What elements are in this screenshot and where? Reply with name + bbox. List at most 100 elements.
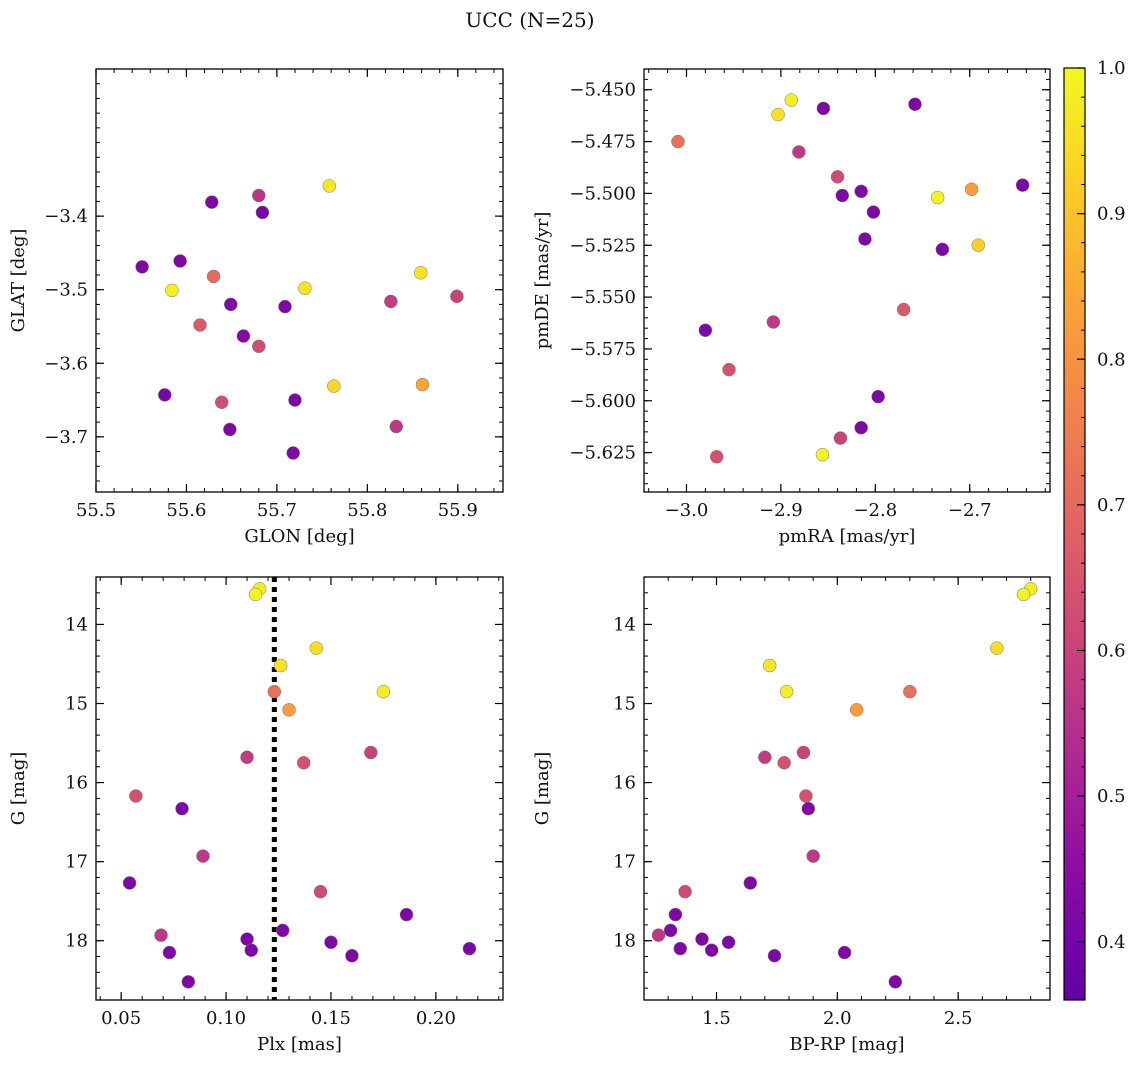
scatter-point <box>721 935 736 950</box>
colorbar-tick-label: 0.6 <box>1097 641 1126 662</box>
y-tick-label: 18 <box>613 931 636 952</box>
scatter-point <box>663 923 678 938</box>
scatter-point <box>964 182 979 197</box>
plot-frame <box>95 68 504 493</box>
scatter-point <box>784 93 799 107</box>
x-axis-label: pmRA [mas/yr] <box>779 526 916 547</box>
scatter-point <box>278 299 292 314</box>
y-tick-label: −5.575 <box>569 339 636 360</box>
panel-pmra-pmde: −3.0 −2.9 −2.8 −2.7 −5.450 −5.475 −5.500 −5.525… <box>532 68 1051 547</box>
scatter-point <box>313 884 328 899</box>
x-tick-label: 0.15 <box>311 1008 351 1029</box>
y-axis-label: G [mag] <box>532 752 553 825</box>
scatter-point <box>767 948 782 963</box>
x-tick-label: 55.9 <box>438 500 478 521</box>
x-tick-label: 55.7 <box>257 500 297 521</box>
scatter-point <box>154 928 168 942</box>
scatter-point <box>223 422 237 437</box>
scatter-point <box>384 294 398 309</box>
scatter-point <box>324 935 338 950</box>
scatter-point <box>858 232 872 246</box>
y-axis-label: GLAT [deg] <box>8 229 29 333</box>
scatter-point <box>236 329 251 343</box>
x-axis-label: BP-RP [mag] <box>789 1034 904 1055</box>
scatter-point <box>173 254 187 268</box>
scatter-point <box>849 703 864 717</box>
y-tick-label: 15 <box>613 694 636 715</box>
scatter-point <box>298 281 312 295</box>
scatter-point <box>935 242 950 257</box>
scatter-point <box>240 750 254 765</box>
scatter-point <box>162 945 177 960</box>
scatter-point <box>671 134 685 149</box>
x-tick-label: 55.6 <box>166 500 206 521</box>
scatter-point <box>816 101 831 116</box>
scatter-point <box>273 658 288 673</box>
x-tick-label: −2.9 <box>759 500 803 521</box>
figure-title: UCC (N=25) <box>465 8 594 32</box>
scatter-point <box>854 184 868 199</box>
scatter-point <box>871 389 885 404</box>
scatter-point <box>792 145 806 159</box>
scatter-point <box>224 297 238 312</box>
scatter-point <box>345 948 359 963</box>
scatter-point <box>971 238 985 252</box>
scatter-point <box>651 928 666 942</box>
x-axis-label: Plx [mas] <box>257 1034 342 1055</box>
scatter-point <box>835 188 850 203</box>
scatter-point <box>214 395 229 410</box>
y-tick-label: 16 <box>613 773 636 794</box>
scatter-point <box>704 943 719 957</box>
scatter-point <box>175 801 189 816</box>
scatter-point <box>206 269 221 284</box>
y-tick-label: −3.4 <box>44 206 88 227</box>
panel-plx-g: 0.05 0.10 0.15 0.20 14 15 16 17 18 Plx [mas] G [ma… <box>8 576 504 1055</box>
panel-glon-glat: 55.5 55.6 55.7 55.8 55.9 −3.4 −3.5 −3.6 −3.7 GLON… <box>8 68 504 547</box>
scatter-point <box>1015 178 1030 192</box>
y-tick-label: −5.625 <box>569 443 636 464</box>
scatter-point <box>888 975 903 989</box>
panel-bprp-g: 1.5 2.0 2.5 14 15 16 17 18 BP-RP [mag] G [mag] <box>532 576 1051 1055</box>
x-tick-label: −3.0 <box>665 500 709 521</box>
scatter-point <box>796 745 811 760</box>
scatter-point <box>833 431 848 445</box>
y-tick-label: 14 <box>613 614 636 635</box>
scatter-point <box>709 450 724 464</box>
x-tick-label: 0.10 <box>206 1008 246 1029</box>
scatter-point <box>296 756 311 770</box>
x-tick-label: −2.8 <box>853 500 897 521</box>
y-tick-label: −3.6 <box>44 353 88 374</box>
x-tick-label: −2.7 <box>948 500 992 521</box>
y-tick-label: 14 <box>65 614 88 635</box>
y-tick-label: 17 <box>65 852 88 873</box>
y-axis-label: pmDE [mas/yr] <box>532 212 553 350</box>
plot-frame <box>643 576 1051 1001</box>
x-tick-label: 0.20 <box>416 1008 456 1029</box>
y-tick-label: −5.450 <box>569 80 636 101</box>
scatter-point <box>722 362 736 377</box>
scatter-point <box>462 941 477 956</box>
scatter-point <box>668 907 683 922</box>
scatter-point <box>275 923 290 938</box>
plot-frame <box>643 68 1051 493</box>
x-tick-label: 55.5 <box>76 500 116 521</box>
x-tick-label: 55.8 <box>347 500 387 521</box>
colorbar-tick-label: 0.5 <box>1097 786 1126 807</box>
scatter-point <box>309 641 324 655</box>
scatter-point <box>758 750 772 765</box>
scatter-point <box>196 849 210 863</box>
scatter-point <box>135 260 149 274</box>
scatter-point <box>450 289 464 304</box>
scatter-point <box>255 205 270 220</box>
y-tick-label: 15 <box>65 694 88 715</box>
scatter-point <box>389 419 404 434</box>
y-tick-label: −5.500 <box>569 183 636 204</box>
scatter-point <box>252 339 266 354</box>
scatter-point <box>777 756 791 770</box>
scatter-point <box>698 323 713 338</box>
scatter-point <box>413 266 428 280</box>
scatter-point <box>908 97 922 111</box>
y-tick-label: 17 <box>613 852 636 873</box>
scatter-point <box>286 446 300 460</box>
